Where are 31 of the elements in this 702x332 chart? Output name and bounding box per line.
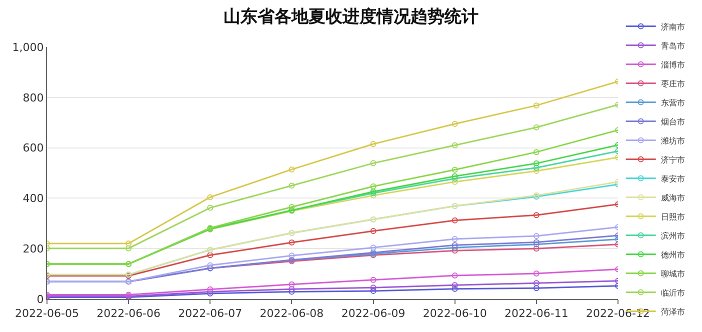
- x-tick-label: 2022-06-11: [504, 307, 568, 320]
- x-tick-label: 2022-06-08: [260, 307, 324, 320]
- legend-label: 滨州市: [660, 231, 685, 240]
- chart-title: 山东省各地夏收进度情况趋势统计: [224, 6, 478, 27]
- y-tick-label: 400: [22, 192, 44, 206]
- legend-label: 聊城市: [660, 269, 685, 278]
- legend-label: 济南市: [660, 22, 685, 32]
- y-tick-label: 800: [22, 91, 44, 104]
- x-tick-label: 2022-06-12: [586, 307, 650, 320]
- legend-label: 枣庄市: [660, 79, 685, 88]
- y-tick-label: 1,000: [12, 40, 44, 54]
- x-tick-label: 2022-06-05: [15, 307, 79, 320]
- legend-label: 淄博市: [660, 60, 685, 70]
- y-tick-label: 200: [22, 242, 44, 256]
- legend-label: 德州市: [660, 250, 685, 260]
- legend-label: 泰安市: [660, 174, 685, 184]
- x-tick-label: 2022-06-06: [96, 307, 161, 320]
- legend-label: 济宁市: [660, 155, 685, 164]
- x-tick-label: 2022-06-07: [178, 307, 242, 320]
- legend-label: 潍坊市: [660, 136, 685, 146]
- legend-label: 菏泽市: [660, 307, 685, 316]
- y-tick-label: 600: [22, 142, 44, 155]
- y-tick-label: 0: [36, 292, 44, 306]
- legend-label: 烟台市: [660, 117, 685, 126]
- legend-label: 威海市: [660, 193, 685, 202]
- legend-label: 日照市: [660, 212, 685, 222]
- legend-label: 青岛市: [660, 41, 685, 50]
- x-tick-label: 2022-06-09: [341, 307, 406, 320]
- legend-label: 临沂市: [660, 288, 685, 298]
- x-tick-label: 2022-06-10: [422, 307, 487, 320]
- legend-label: 东营市: [660, 98, 685, 108]
